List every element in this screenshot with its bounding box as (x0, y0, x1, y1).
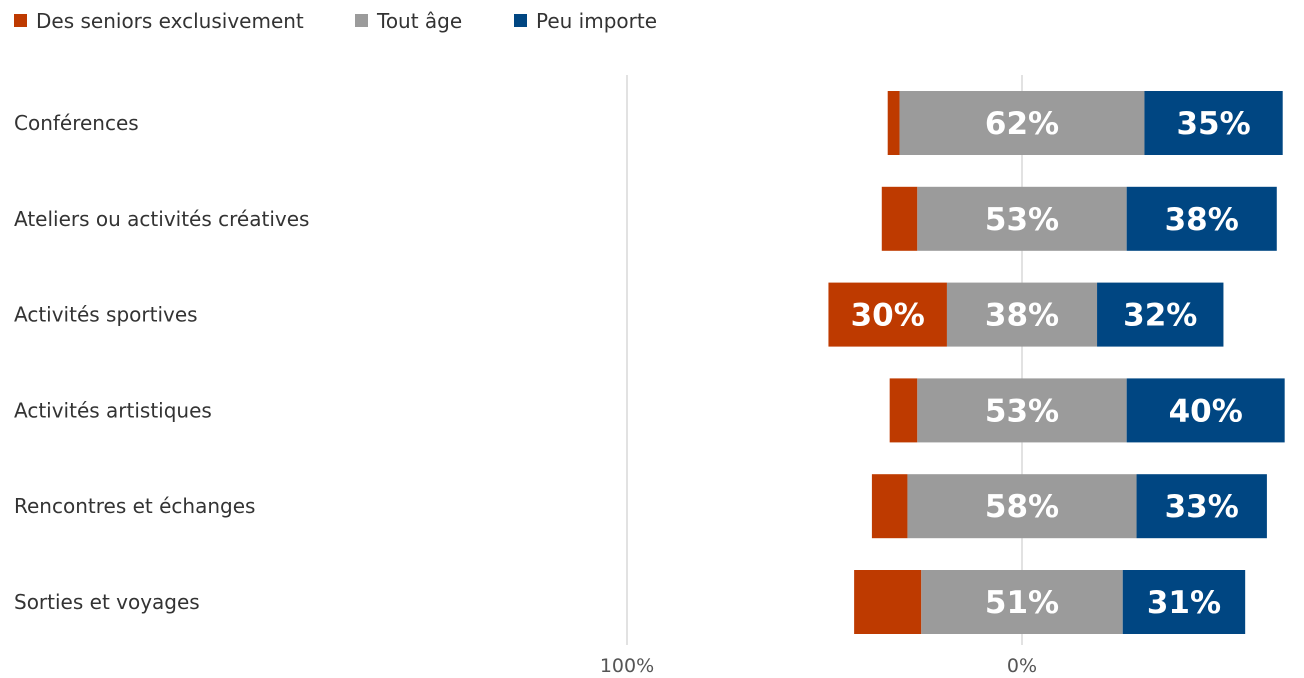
bar-tout-ge (899, 91, 1145, 155)
category-label: Activités artistiques (14, 398, 212, 422)
gridlines (626, 75, 1023, 645)
data-labels: 62% 35% 53% 38% 30% 38% 32% 53% 40% 58% 33% 51% 31% (851, 106, 1251, 621)
data-label: 31% (1147, 585, 1221, 621)
data-label: 51% (985, 585, 1059, 621)
bar-des-seniors-exclusivement (881, 186, 918, 251)
bar-tout-ge (907, 474, 1137, 539)
x-axis-ticks: 100% 0% (600, 655, 1037, 677)
data-label: 62% (985, 106, 1059, 142)
legend-label: Des seniors exclusivement (36, 9, 304, 33)
bar-peu-importe (1136, 474, 1267, 539)
bar-peu-importe (1122, 570, 1246, 634)
legend: Des seniors exclusivement Tout âge Peu imp… (14, 9, 657, 33)
bar-peu-importe (1126, 186, 1277, 251)
data-label: 40% (1169, 393, 1243, 429)
bar-des-seniors-exclusivement (854, 570, 922, 634)
data-label: 32% (1123, 298, 1197, 334)
x-tick-label: 100% (600, 655, 654, 677)
x-tick-label: 0% (1007, 655, 1037, 677)
category-labels: Conférences Ateliers ou activités créativ… (14, 111, 309, 614)
data-label: 30% (851, 298, 925, 334)
bar-tout-ge (917, 378, 1127, 443)
category-label: Ateliers ou activités créatives (14, 207, 309, 231)
bar-des-seniors-exclusivement (871, 474, 908, 539)
data-label: 53% (985, 393, 1059, 429)
bar-peu-importe (1097, 282, 1224, 347)
bar-peu-importe (1126, 378, 1285, 443)
category-label: Conférences (14, 111, 139, 135)
bar-des-seniors-exclusivement (889, 378, 918, 443)
data-label: 35% (1176, 106, 1250, 142)
bar-des-seniors-exclusivement (828, 282, 947, 347)
legend-label: Peu importe (536, 9, 657, 33)
legend-swatch (14, 14, 27, 27)
bar-des-seniors-exclusivement (887, 91, 900, 155)
data-label: 38% (985, 298, 1059, 334)
data-label: 58% (985, 489, 1059, 525)
bar-tout-ge (946, 282, 1098, 347)
legend-swatch (355, 14, 368, 27)
bars (828, 91, 1285, 634)
category-label: Sorties et voyages (14, 590, 200, 614)
bar-tout-ge (921, 570, 1123, 634)
category-label: Activités sportives (14, 303, 198, 327)
data-label: 33% (1165, 489, 1239, 525)
bar-peu-importe (1144, 91, 1283, 155)
bar-tout-ge (917, 186, 1127, 251)
data-label: 38% (1165, 202, 1239, 238)
data-label: 53% (985, 202, 1059, 238)
legend-swatch (514, 14, 527, 27)
legend-label: Tout âge (376, 9, 462, 33)
category-label: Rencontres et échanges (14, 494, 255, 518)
